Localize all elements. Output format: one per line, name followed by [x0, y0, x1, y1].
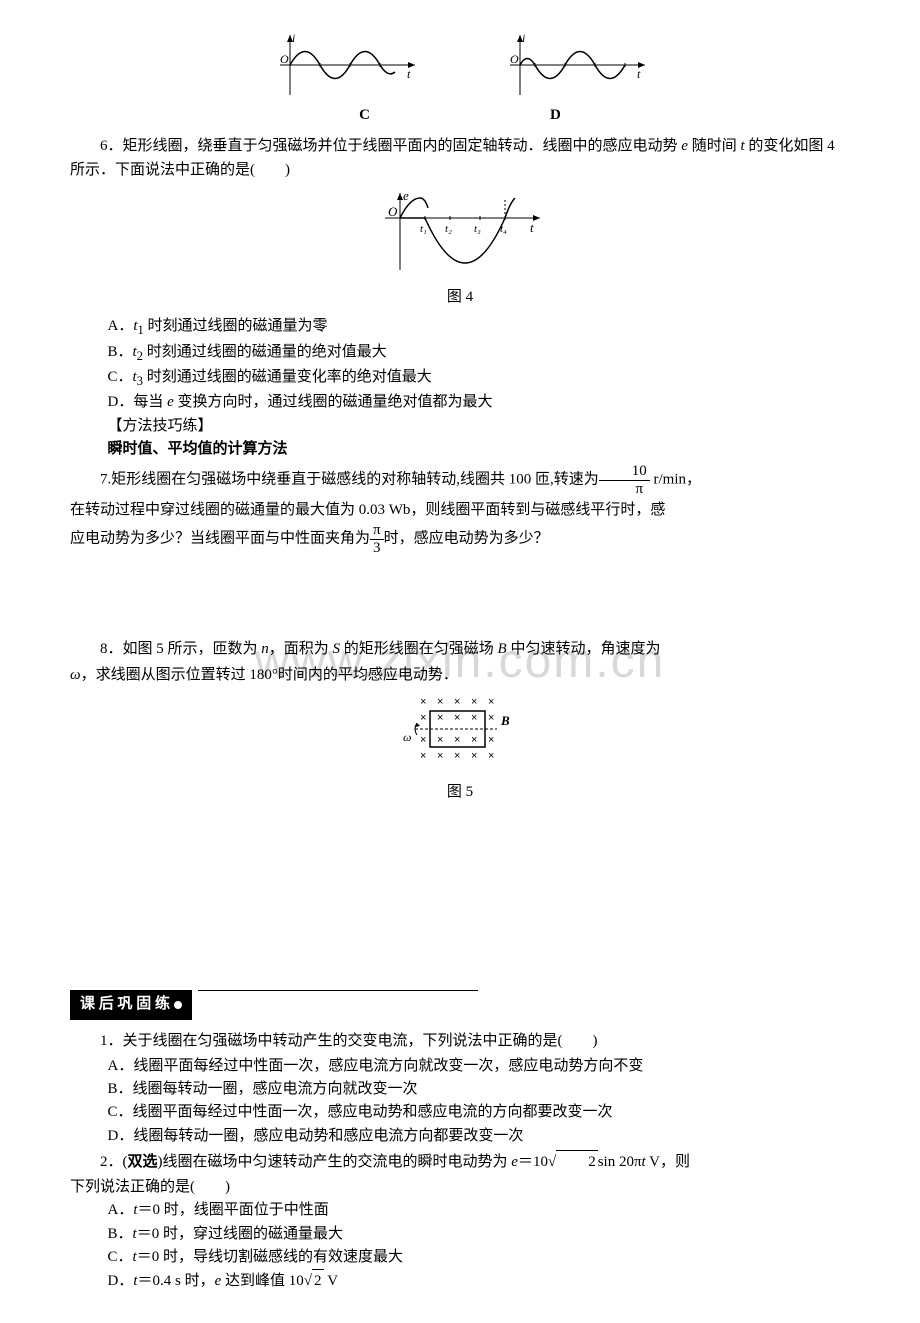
- p1-B: B．线圈每转动一圈，感应电流方向就改变一次: [70, 1078, 850, 1101]
- svg-text:t: t: [637, 67, 641, 81]
- svg-text:t: t: [530, 220, 534, 235]
- p1-C: C．线圈平面每经过中性面一次，感应电动势和感应电流的方向都要改变一次: [70, 1101, 850, 1124]
- p2-B: B．t＝0 时，穿过线圈的磁通量最大: [70, 1223, 850, 1246]
- svg-text:×: ×: [437, 734, 443, 746]
- svg-text:B: B: [500, 713, 510, 728]
- svg-text:×: ×: [420, 750, 426, 762]
- method-label: 【方法技巧练】: [70, 415, 850, 438]
- svg-text:t₂: t₂: [445, 223, 452, 235]
- q7-line1: 7.矩形线圈在匀强磁场中绕垂直于磁感线的对称轴转动,线圈共 100 匝,转速为1…: [70, 463, 850, 497]
- figure-4: e t O t₁ t₂ t₃ t₄ 图 4: [70, 188, 850, 310]
- svg-text:O: O: [388, 204, 398, 219]
- section-header: 课 后 巩 固 练: [70, 960, 850, 1019]
- svg-text:×: ×: [488, 750, 494, 762]
- q6-optC: C．t3 时刻通过线圈的磁通量变化率的绝对值最大: [70, 366, 850, 391]
- svg-text:×: ×: [471, 734, 477, 746]
- label-D: D: [550, 104, 561, 127]
- svg-text:×: ×: [488, 696, 494, 708]
- svg-text:×: ×: [471, 696, 477, 708]
- graph-C: i t O: [270, 30, 420, 100]
- figure-5: × × × × × × × × × × × × × × × × × × × × ω B 图 5: [70, 693, 850, 805]
- svg-text:×: ×: [454, 734, 460, 746]
- top-graphs: i t O i t O: [70, 30, 850, 100]
- p2-stem: 2．(双选)线圈在磁场中匀速转动产生的交流电的瞬时电动势为 e＝10√2sin …: [70, 1150, 850, 1174]
- svg-text:×: ×: [437, 750, 443, 762]
- q7-line2: 在转动过程中穿过线圈的磁通量的最大值为 0.03 Wb，则线圈平面转到与磁感线平…: [70, 499, 850, 522]
- q7-line3: 应电动势为多少？当线圈平面与中性面夹角为π3时，感应电动势为多少？: [70, 522, 850, 556]
- svg-text:O: O: [280, 52, 289, 66]
- svg-text:×: ×: [454, 750, 460, 762]
- graph-labels-row: C D: [70, 104, 850, 127]
- svg-text:O: O: [510, 52, 519, 66]
- p2-D: D．t＝0.4 s 时，e 达到峰值 10√2 V: [70, 1269, 850, 1293]
- svg-text:×: ×: [471, 712, 477, 724]
- method-title: 瞬时值、平均值的计算方法: [70, 438, 850, 461]
- svg-text:×: ×: [454, 712, 460, 724]
- p2-line2: 下列说法正确的是( ): [70, 1176, 850, 1199]
- q6-optA: A．t1 时刻通过线圈的磁通量为零: [70, 315, 850, 340]
- label-C: C: [359, 104, 370, 127]
- p1-A: A．线圈平面每经过中性面一次，感应电流方向就改变一次，感应电动势方向不变: [70, 1055, 850, 1078]
- svg-text:×: ×: [420, 712, 426, 724]
- svg-text:×: ×: [437, 696, 443, 708]
- p2-A: A．t＝0 时，线圈平面位于中性面: [70, 1199, 850, 1222]
- q6-optB: B．t2 时刻通过线圈的磁通量的绝对值最大: [70, 341, 850, 366]
- svg-text:×: ×: [420, 734, 426, 746]
- p1-D: D．线圈每转动一圈，感应电动势和感应电流方向都要改变一次: [70, 1125, 850, 1148]
- svg-text:×: ×: [488, 712, 494, 724]
- p1-stem: 1．关于线圈在匀强磁场中转动产生的交变电流，下列说法中正确的是( ): [70, 1030, 850, 1053]
- svg-text:i: i: [522, 31, 525, 45]
- svg-text:t: t: [407, 67, 411, 81]
- q6-stem: 6．矩形线圈，绕垂直于匀强磁场并位于线圈平面内的固定轴转动．线圈中的感应电动势 …: [70, 135, 850, 182]
- svg-text:×: ×: [471, 750, 477, 762]
- svg-text:×: ×: [420, 696, 426, 708]
- graph-D: i t O: [500, 30, 650, 100]
- fig5-caption: 图 5: [70, 781, 850, 804]
- svg-text:t₄: t₄: [500, 223, 507, 235]
- svg-text:t₃: t₃: [474, 223, 481, 235]
- q6-optD: D．每当 e 变换方向时，通过线圈的磁通量绝对值都为最大: [70, 391, 850, 414]
- section-title: 课 后 巩 固 练: [70, 990, 192, 1019]
- fig4-caption: 图 4: [70, 286, 850, 309]
- p2-C: C．t＝0 时，导线切割磁感线的有效速度最大: [70, 1246, 850, 1269]
- q8-line2: ω，求线圈从图示位置转过 180°时间内的平均感应电动势．: [70, 664, 850, 687]
- svg-text:ω: ω: [403, 730, 411, 744]
- svg-text:×: ×: [454, 696, 460, 708]
- q8-line1: 8．如图 5 所示，匝数为 n，面积为 S 的矩形线圈在匀强磁场 B 中匀速转动…: [70, 638, 850, 661]
- svg-text:e: e: [403, 188, 409, 203]
- svg-text:×: ×: [488, 734, 494, 746]
- svg-text:×: ×: [437, 712, 443, 724]
- svg-text:t₁: t₁: [420, 223, 427, 235]
- svg-text:i: i: [292, 31, 295, 45]
